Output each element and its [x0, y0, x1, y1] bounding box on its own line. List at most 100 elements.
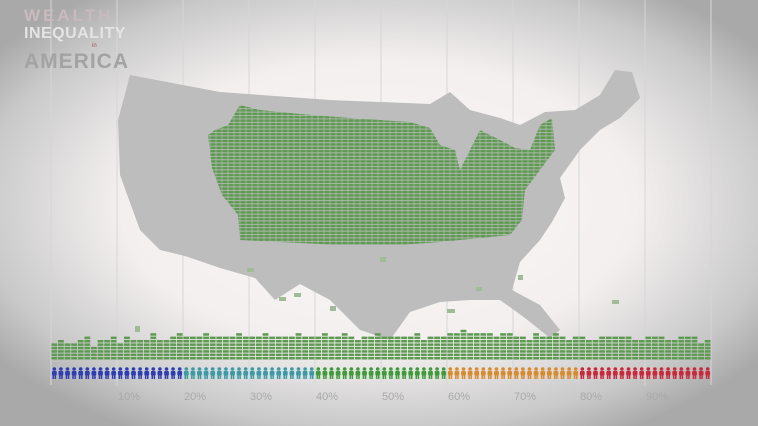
wealth-bar	[143, 340, 150, 360]
money-stack-us	[208, 105, 555, 245]
person-icon	[230, 367, 235, 379]
person-icon	[315, 367, 321, 379]
person-icon	[626, 367, 631, 379]
person-icon	[652, 367, 658, 379]
person-icon	[190, 367, 196, 379]
person-icon	[401, 367, 407, 379]
person-icon	[84, 367, 90, 379]
wealth-bar	[216, 336, 223, 360]
person-icon	[183, 367, 189, 379]
wealth-bar	[394, 336, 401, 360]
wealth-bar	[678, 336, 685, 360]
wealth-bar	[586, 340, 592, 360]
person-icon	[144, 367, 150, 379]
person-icon	[678, 367, 684, 379]
person-icon	[71, 367, 77, 379]
wealth-bar	[645, 336, 652, 360]
x-tick-label: 100%	[712, 391, 741, 403]
wealth-bar	[196, 336, 203, 360]
person-icon	[249, 367, 255, 379]
wealth-bar	[638, 340, 645, 360]
person-icon	[368, 367, 374, 379]
wealth-bar	[513, 336, 520, 360]
wealth-bar	[355, 340, 361, 360]
logo-inequality: INEQUALITY	[24, 25, 126, 42]
wealth-bar	[249, 336, 256, 360]
wealth-bars	[51, 329, 711, 360]
logo: WEALTH INEQUALITY in AMERICA	[24, 6, 129, 73]
person-icon	[170, 367, 176, 379]
person-icon	[243, 367, 249, 379]
wealth-bar	[381, 336, 388, 360]
x-tick-label: 80%	[580, 391, 603, 403]
person-icon	[698, 367, 704, 379]
wealth-bar	[289, 336, 295, 360]
person-icon	[210, 367, 216, 379]
wealth-bar	[473, 333, 480, 360]
person-icon	[269, 367, 275, 379]
person-icon	[500, 367, 506, 379]
wealth-bar	[526, 340, 533, 360]
person-icon	[645, 367, 651, 379]
person-icon	[414, 367, 420, 379]
person-icon	[665, 367, 671, 379]
person-icon	[632, 367, 638, 379]
person-icon	[579, 367, 585, 379]
person-icon	[256, 367, 262, 379]
wealth-bar	[58, 340, 64, 360]
wealth-bar	[493, 336, 500, 360]
person-icon	[91, 367, 97, 379]
x-tick-label: 50%	[382, 391, 405, 403]
person-icon	[276, 367, 282, 379]
x-tick-label: 20%	[184, 391, 207, 403]
person-icon	[282, 367, 288, 379]
wealth-bar	[315, 336, 322, 360]
person-icon	[177, 367, 183, 379]
wealth-bar	[487, 333, 493, 360]
person-icon	[51, 367, 57, 379]
person-icon	[296, 367, 301, 379]
person-icon	[705, 367, 711, 379]
wealth-bar	[520, 336, 526, 360]
person-icon	[599, 367, 605, 379]
person-icon	[586, 367, 592, 379]
wealth-bar	[652, 336, 658, 360]
person-icon	[78, 367, 84, 379]
wealth-bar	[348, 336, 355, 360]
wealth-bar	[84, 336, 91, 360]
wealth-bar	[295, 333, 302, 360]
person-icon	[137, 367, 143, 379]
wealth-bar	[97, 340, 104, 360]
wealth-bar	[612, 336, 619, 360]
wealth-bar	[203, 333, 209, 360]
wealth-bar	[183, 336, 190, 360]
person-icon	[263, 367, 268, 379]
wealth-bar	[553, 333, 559, 360]
wealth-bar	[592, 340, 599, 360]
person-icon	[150, 367, 156, 379]
person-icon	[348, 367, 354, 379]
person-icon	[309, 367, 315, 379]
person-icon	[58, 367, 64, 379]
wealth-bar	[130, 340, 137, 360]
person-icon	[447, 367, 453, 379]
wealth-bar	[209, 336, 216, 360]
wealth-bar	[546, 336, 553, 360]
wealth-bar	[117, 343, 124, 360]
person-icon	[289, 367, 295, 379]
person-icon	[322, 367, 328, 379]
wealth-bar	[454, 333, 460, 360]
person-icon	[533, 367, 539, 379]
wealth-bar	[427, 336, 434, 360]
person-icon	[546, 367, 552, 379]
person-icon	[395, 367, 400, 379]
person-icon	[164, 367, 169, 379]
wealth-bar	[64, 343, 71, 360]
person-icon	[639, 367, 645, 379]
person-icon	[619, 367, 625, 379]
wealth-bar	[704, 340, 711, 360]
population-people	[51, 367, 711, 379]
person-icon	[672, 367, 678, 379]
person-icon	[329, 367, 334, 379]
